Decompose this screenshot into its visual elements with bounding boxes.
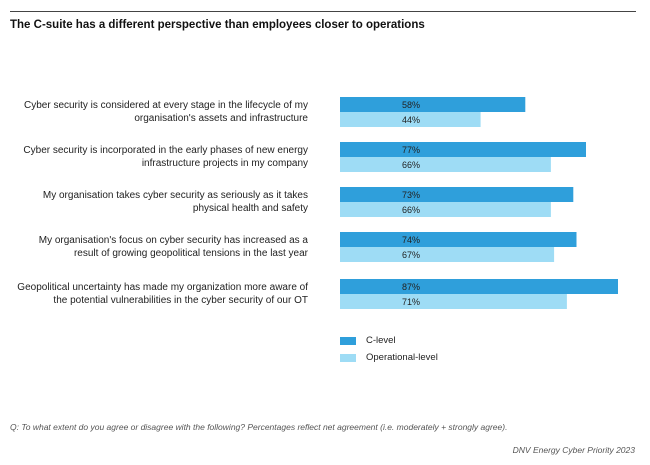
legend-swatch-c-level — [340, 336, 356, 345]
data-label-c-level-3: 73% — [402, 190, 420, 200]
bar-c-level-4 — [340, 232, 577, 247]
bar-operational-level-5 — [340, 294, 567, 309]
data-label-operational-level-2: 66% — [402, 160, 420, 170]
category-label-5: Geopolitical uncertainty has made my org… — [17, 282, 308, 306]
bar-operational-level-1 — [340, 112, 481, 127]
data-label-operational-level-3: 66% — [402, 205, 420, 215]
data-label-c-level-4: 74% — [402, 235, 420, 245]
bar-operational-level-2 — [340, 157, 551, 172]
source-credit: DNV Energy Cyber Priority 2023 — [512, 445, 635, 455]
legend-label-c-level: C-level — [366, 335, 396, 346]
data-label-c-level-2: 77% — [402, 145, 420, 155]
bar-operational-level-3 — [340, 202, 551, 217]
bar-c-level-2 — [340, 142, 586, 157]
category-label-2: Cyber security is incorporated in the ea… — [23, 145, 308, 169]
legend-item-operational-level: Operational-level — [340, 352, 438, 363]
chart-title: The C-suite has a different perspective … — [10, 19, 425, 31]
legend-item-c-level: C-level — [340, 335, 396, 346]
category-label-4: My organisation's focus on cyber securit… — [39, 235, 309, 259]
bar-operational-level-4 — [340, 247, 555, 262]
legend-swatch-operational-level — [340, 353, 356, 362]
data-label-c-level-1: 58% — [402, 100, 420, 110]
data-label-c-level-5: 87% — [402, 282, 420, 292]
top-rule — [10, 11, 636, 12]
data-label-operational-level-1: 44% — [402, 115, 420, 125]
bar-c-level-5 — [340, 279, 618, 294]
footnote: Q: To what extent do you agree or disagr… — [10, 422, 508, 432]
bar-c-level-3 — [340, 187, 574, 202]
legend-label-operational-level: Operational-level — [366, 352, 438, 363]
bar-c-level-1 — [340, 97, 526, 112]
category-label-1: Cyber security is considered at every st… — [24, 100, 308, 124]
data-label-operational-level-4: 67% — [402, 250, 420, 260]
data-label-operational-level-5: 71% — [402, 297, 420, 307]
category-label-3: My organisation takes cyber security as … — [43, 190, 308, 214]
